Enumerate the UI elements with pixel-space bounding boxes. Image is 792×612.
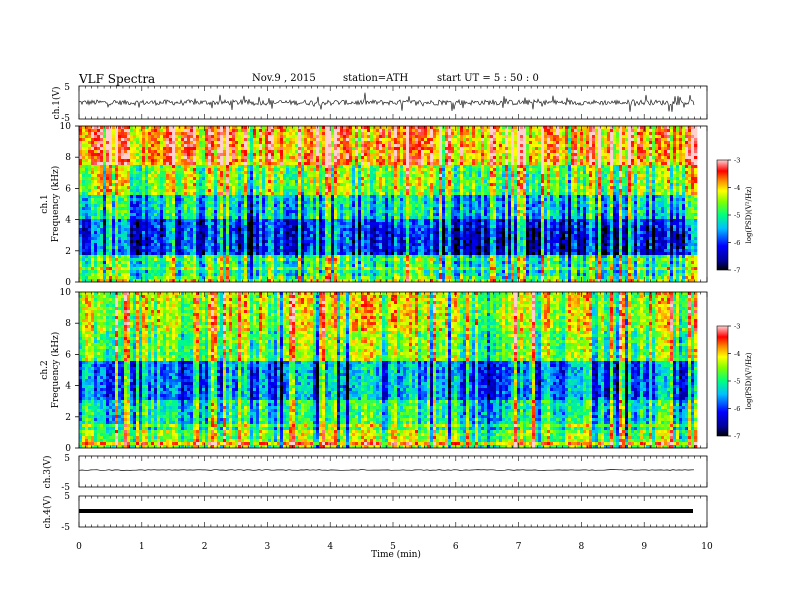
ch3-ytick-bottom: -5	[61, 483, 70, 493]
ch1-waveform-panel: 5 -5 ch.1(V)	[51, 83, 708, 124]
ch1-waveform-line	[78, 92, 695, 112]
colorbar-tick-label: -7	[734, 433, 740, 441]
x-tick-label: 9	[641, 542, 647, 552]
ch4-ytick-bottom: -5	[61, 523, 70, 533]
ytick-label: 0	[65, 278, 71, 288]
colorbar-tick-label: -4	[734, 184, 740, 192]
date-label: Nov.9 , 2015	[252, 73, 316, 84]
ch1-ylabel: ch.1(V)	[51, 87, 62, 120]
title: VLF Spectra	[79, 72, 155, 86]
ch2-colorbar-ticks: -3 -4 -5 -6 -7	[728, 323, 740, 441]
colorbar-tick-label: -6	[734, 405, 740, 413]
time-ticks	[78, 86, 708, 527]
ytick-label: 2	[65, 247, 71, 257]
ytick-label: 4	[65, 382, 71, 392]
ch1-spec-ylabel-bottom: Frequency (kHz)	[50, 166, 61, 243]
x-tick-label: 7	[516, 542, 522, 552]
ch1-yticks: 0 2 4 6 8 10	[60, 122, 79, 288]
x-tick-label: 1	[139, 542, 145, 552]
ch2-spectrogram-image	[79, 292, 707, 449]
ch1-ytick-top: 5	[64, 83, 70, 93]
ch2-spectrogram-panel: 0 2 4 6 8 10 ch.2 Frequency (kHz)	[40, 288, 708, 454]
ch1-colorbar-scale	[716, 159, 729, 271]
ch2-yticks: 0 2 4 6 8 10	[60, 288, 79, 454]
ytick-label: 10	[60, 122, 72, 132]
ch3-ylabel: ch.3(V)	[42, 456, 53, 489]
ch4-ytick-top: 5	[64, 492, 70, 502]
x-tick-label: 2	[202, 542, 208, 552]
ch2-spec-ylabel-top: ch.2	[40, 360, 50, 379]
ch2-spec-ylabel-bottom: Frequency (kHz)	[50, 332, 61, 409]
ch1-spectrogram-image	[79, 126, 707, 283]
x-axis-label: Time (min)	[371, 549, 421, 560]
ytick-label: 8	[65, 153, 71, 163]
ytick-label: 10	[60, 288, 72, 298]
ch3-waveform-line	[78, 469, 695, 471]
colorbar-tick-label: -7	[734, 267, 740, 275]
ytick-label: 6	[65, 184, 71, 194]
ch2-colorbar-scale	[716, 325, 729, 437]
ch4-ylabel: ch.4(V)	[42, 496, 53, 529]
colorbar-tick-label: -4	[734, 350, 740, 358]
ch1-ytick-bottom: -5	[61, 114, 70, 124]
ch3-ytick-top: 5	[64, 454, 70, 464]
ch1-spec-ylabel-top: ch.1	[40, 194, 50, 213]
colorbar-tick-label: -5	[734, 212, 740, 220]
x-tick-label: 6	[453, 542, 459, 552]
station-label: station=ATH	[343, 73, 408, 84]
colorbar-tick-label: -5	[734, 378, 740, 386]
x-tick-label: 10	[701, 542, 713, 552]
ch1-colorbar-ticks: -3 -4 -5 -6 -7	[728, 157, 740, 275]
ytick-label: 2	[65, 413, 71, 423]
ch1-spectrogram-panel: 0 2 4 6 8 10 ch.1 Frequency (kHz)	[40, 122, 708, 288]
colorbar-tick-label: -3	[734, 157, 740, 165]
ytick-label: 4	[65, 216, 71, 226]
x-tick-label: 3	[265, 542, 271, 552]
x-tick-label: 4	[327, 542, 333, 552]
ch1-colorbar: -3 -4 -5 -6 -7 log(PSD)(V²/Hz)	[716, 157, 753, 275]
x-tick-labels: 0 1 2 3 4 5 6 7 8 9 10	[76, 542, 713, 552]
ch2-colorbar: -3 -4 -5 -6 -7 log(PSD)(V²/Hz)	[716, 323, 753, 441]
ch1-colorbar-label: log(PSD)(V²/Hz)	[745, 186, 753, 243]
x-tick-label: 0	[76, 542, 82, 552]
ytick-label: 8	[65, 319, 71, 329]
colorbar-tick-label: -3	[734, 323, 740, 331]
ch2-colorbar-label: log(PSD)(V²/Hz)	[745, 352, 753, 409]
colorbar-tick-label: -6	[734, 239, 740, 247]
x-tick-label: 8	[579, 542, 585, 552]
ytick-label: 0	[65, 444, 71, 454]
x-tick-label: 5	[390, 542, 396, 552]
ytick-label: 6	[65, 350, 71, 360]
start-time-label: start UT = 5 : 50 : 0	[437, 73, 539, 84]
